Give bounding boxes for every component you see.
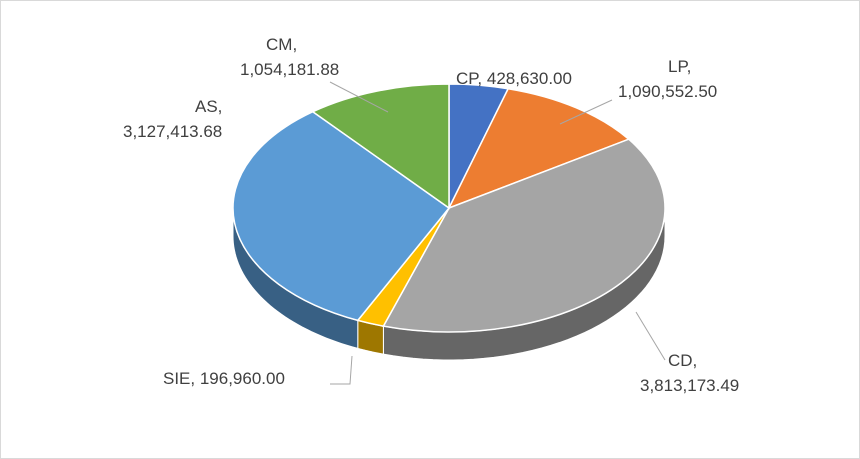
- data-label: SIE, 196,960.00: [163, 369, 285, 388]
- data-label-line: 3,127,413.68: [123, 122, 222, 141]
- data-label-line: CM,: [266, 35, 297, 54]
- slice: CD: [382, 138, 666, 333]
- leader-line: [559, 99, 613, 125]
- data-label-line: 3,813,173.49: [640, 376, 739, 395]
- data-label: LP, 1,090,552.50: [618, 57, 717, 101]
- slice: AS: [232, 110, 451, 322]
- data-label: CM, 1,054,181.88: [240, 35, 339, 79]
- data-label: CD, 3,813,173.49: [640, 351, 739, 395]
- slice: CM: [311, 83, 450, 210]
- slice: LP: [447, 87, 631, 210]
- data-label-line: 1,054,181.88: [240, 60, 339, 79]
- data-label-line: CD,: [668, 351, 697, 370]
- data-label-line: AS,: [195, 97, 222, 116]
- leader-line: [635, 311, 666, 361]
- data-label-line: LP,: [668, 57, 691, 76]
- leader-line: [329, 81, 389, 113]
- data-label-line: 1,090,552.50: [618, 82, 717, 101]
- data-label: AS, 3,127,413.68: [123, 97, 222, 141]
- leader-line: [330, 355, 353, 385]
- data-label: CP, 428,630.00: [456, 69, 572, 88]
